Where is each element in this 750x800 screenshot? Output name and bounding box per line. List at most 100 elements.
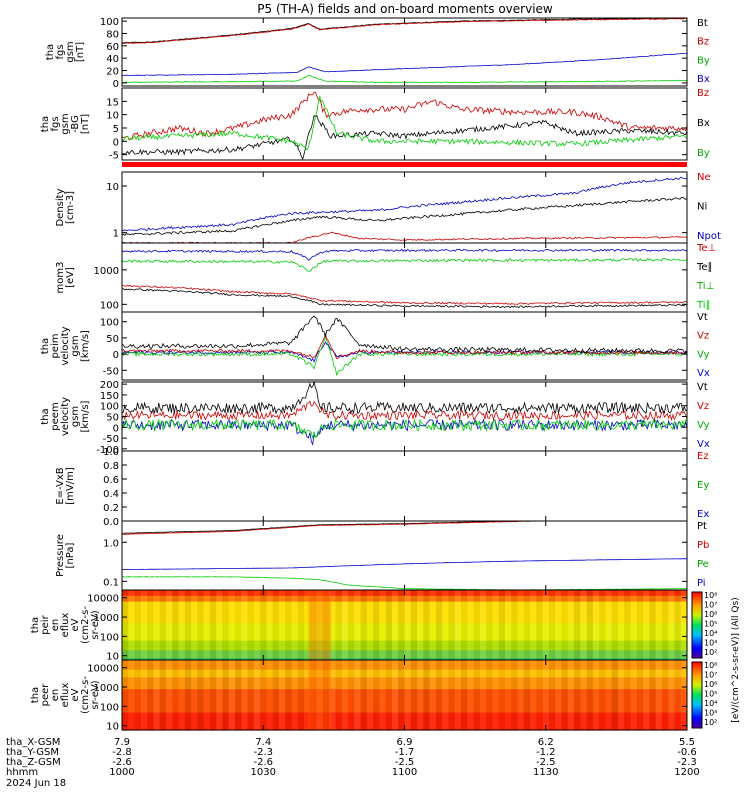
spectrogram-column	[253, 660, 261, 730]
legend-te: Te⊥	[696, 243, 716, 254]
y-tick-label: 10000	[87, 594, 119, 605]
spectrogram-band	[122, 716, 687, 719]
legend-ex: Ex	[697, 509, 709, 520]
spectrogram-band	[122, 619, 687, 622]
spectrogram-column	[467, 660, 474, 730]
spectrogram-column	[511, 660, 518, 730]
spectrogram-column	[661, 590, 669, 660]
legend-by: By	[697, 55, 710, 66]
spectrogram-column	[599, 660, 606, 730]
colorbar-tick: 10⁸	[704, 591, 717, 600]
colorbar-tick: 10⁷	[704, 671, 717, 680]
series-vx-line	[121, 418, 688, 446]
spectrogram-column	[191, 590, 198, 660]
spectrogram-column	[134, 590, 141, 660]
y-axis-label: gsm	[65, 41, 76, 62]
y-axis-label: velocity	[60, 326, 71, 365]
spectrogram-band	[122, 722, 687, 725]
spectrogram-band	[122, 642, 687, 645]
spectrogram-column	[184, 590, 192, 660]
spectrogram-band	[122, 646, 687, 649]
legend-ti: Ti⊥	[696, 281, 714, 292]
spectrogram-band	[122, 648, 687, 651]
spectrogram-column	[310, 590, 317, 660]
spectrogram-column	[140, 660, 148, 730]
spectrogram-column	[454, 660, 461, 730]
y-axis-label: fgs	[55, 44, 66, 59]
spectrogram-band	[122, 700, 687, 704]
spectrogram-event	[308, 660, 332, 730]
y-tick-label: 10	[106, 722, 119, 733]
y-axis-label: [mV/m]	[65, 467, 76, 505]
spectrogram-column	[241, 660, 248, 730]
spectrogram-band	[122, 663, 687, 667]
spectrogram-column	[329, 660, 336, 730]
y-axis-label: [nT]	[75, 42, 86, 62]
spectrogram-column	[649, 660, 656, 730]
ephemeris-value: 7.9	[114, 737, 130, 748]
spectrogram-column	[153, 590, 160, 660]
spectrogram-column	[159, 660, 166, 730]
spectrogram-column	[429, 660, 436, 730]
spectrogram-column	[379, 590, 386, 660]
spectrogram-column	[617, 590, 625, 660]
panel-frame	[121, 311, 688, 381]
series-pi-line	[121, 558, 688, 570]
spectrogram-band	[122, 689, 687, 692]
spectrogram-column	[492, 660, 499, 730]
ephemeris-value: 1000	[109, 767, 134, 778]
spectrogram-column	[404, 590, 411, 660]
legend-vy: Vy	[697, 349, 710, 360]
spectrogram-column	[611, 660, 618, 730]
colorbar-tick: 10⁴	[704, 699, 717, 708]
spectrogram-band	[122, 636, 687, 640]
spectrogram-column	[423, 660, 430, 730]
spectrogram-column	[316, 590, 323, 660]
ephemeris-label: tha_X-GSM	[6, 737, 60, 748]
spectrogram-column	[504, 590, 512, 660]
spectrogram-column	[498, 590, 505, 660]
series-bx-line	[121, 114, 688, 160]
spectrogram-band	[122, 623, 687, 626]
ephemeris-value: 7.4	[255, 737, 271, 748]
y-axis-label: gsm	[60, 113, 71, 134]
spectrogram-column	[567, 660, 574, 730]
legend-pi: Pi	[697, 578, 706, 589]
spectrogram-column	[159, 590, 166, 660]
y-tick-label: 100	[100, 17, 119, 28]
spectrogram-column	[316, 660, 323, 730]
ephemeris-value: 1200	[674, 767, 699, 778]
spectrogram-band	[122, 611, 687, 614]
spectrogram-column	[147, 590, 154, 660]
y-tick-label: 10000	[87, 664, 119, 675]
series-vz-line	[121, 332, 688, 360]
y-axis-label: tha	[30, 617, 41, 633]
series-te-line	[121, 284, 688, 305]
y-tick-label: 100	[100, 402, 119, 413]
spectrogram-column	[536, 590, 543, 660]
date-label: 2024 Jun 18	[6, 778, 66, 789]
colorbar-label: [eV/(cm^2-s-sr-eV)] (All Qs)	[731, 597, 741, 722]
spectrogram-column	[304, 590, 311, 660]
spectrogram-band	[122, 632, 687, 636]
spectrogram-band	[122, 683, 687, 686]
series-vz-line	[121, 400, 688, 422]
spectrogram-column	[128, 660, 135, 730]
series-ti-line	[121, 248, 688, 261]
spectrogram-column	[636, 660, 644, 730]
spectrogram-band	[122, 607, 687, 610]
series-te-line	[121, 288, 688, 309]
y-axis-label: -BG	[70, 115, 81, 133]
spectrogram-column	[580, 660, 587, 730]
spectrogram-column	[649, 590, 656, 660]
y-tick-label: 100	[100, 318, 119, 329]
spectrogram-column	[178, 660, 185, 730]
y-axis-label: tha	[40, 408, 51, 424]
y-tick-label: 10	[106, 182, 119, 193]
legend-bz: Bz	[697, 88, 709, 99]
spectrogram-column	[599, 590, 606, 660]
spectrogram-column	[643, 660, 650, 730]
spectrogram-column	[235, 590, 242, 660]
